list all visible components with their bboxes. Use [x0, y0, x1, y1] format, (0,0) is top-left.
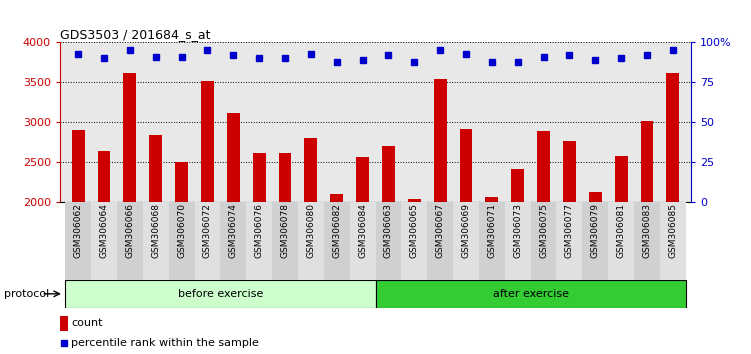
Text: GSM306079: GSM306079 — [591, 203, 600, 258]
Bar — [65, 280, 376, 308]
Text: GSM306066: GSM306066 — [125, 203, 134, 258]
Bar — [272, 202, 298, 280]
Bar — [556, 202, 582, 280]
Text: GSM306072: GSM306072 — [203, 203, 212, 258]
Bar — [427, 202, 453, 280]
Bar — [505, 202, 531, 280]
Text: GSM306084: GSM306084 — [358, 203, 367, 258]
Bar — [582, 202, 608, 280]
Text: GSM306064: GSM306064 — [100, 203, 109, 258]
Bar — [376, 280, 686, 308]
Bar — [356, 157, 369, 354]
Bar — [537, 131, 550, 354]
Text: GSM306062: GSM306062 — [74, 203, 83, 258]
Text: percentile rank within the sample: percentile rank within the sample — [71, 338, 259, 348]
Bar — [175, 162, 188, 354]
Bar — [91, 202, 117, 280]
Bar — [634, 202, 660, 280]
Text: GSM306077: GSM306077 — [565, 203, 574, 258]
Bar — [65, 202, 91, 280]
Bar — [98, 151, 110, 354]
Text: GSM306069: GSM306069 — [461, 203, 470, 258]
Bar — [433, 79, 447, 354]
Bar — [143, 202, 169, 280]
Text: GSM306070: GSM306070 — [177, 203, 186, 258]
Bar — [71, 130, 85, 354]
Bar — [485, 197, 499, 354]
Text: GDS3503 / 201684_s_at: GDS3503 / 201684_s_at — [60, 28, 210, 41]
Bar — [614, 156, 628, 354]
Bar — [382, 146, 395, 354]
Bar — [123, 73, 137, 354]
Bar — [350, 202, 376, 280]
Text: GSM306085: GSM306085 — [668, 203, 677, 258]
Bar — [608, 202, 634, 280]
Text: GSM306063: GSM306063 — [384, 203, 393, 258]
Bar — [60, 316, 68, 331]
Bar — [252, 153, 266, 354]
Bar — [511, 169, 524, 354]
Bar — [531, 202, 556, 280]
Bar — [666, 73, 680, 354]
Bar — [304, 138, 318, 354]
Text: GSM306071: GSM306071 — [487, 203, 496, 258]
Text: GSM306080: GSM306080 — [306, 203, 315, 258]
Text: GSM306065: GSM306065 — [410, 203, 419, 258]
Bar — [227, 113, 240, 354]
Bar — [376, 202, 401, 280]
Text: GSM306083: GSM306083 — [642, 203, 651, 258]
Text: GSM306076: GSM306076 — [255, 203, 264, 258]
Text: GSM306073: GSM306073 — [513, 203, 522, 258]
Bar — [563, 141, 576, 354]
Text: count: count — [71, 318, 103, 329]
Bar — [479, 202, 505, 280]
Text: before exercise: before exercise — [178, 289, 263, 299]
Bar — [298, 202, 324, 280]
Bar — [195, 202, 220, 280]
Text: GSM306081: GSM306081 — [617, 203, 626, 258]
Bar — [401, 202, 427, 280]
Text: GSM306082: GSM306082 — [332, 203, 341, 258]
Bar — [660, 202, 686, 280]
Bar — [220, 202, 246, 280]
Bar — [324, 202, 350, 280]
Text: protocol: protocol — [4, 289, 49, 299]
Text: after exercise: after exercise — [493, 289, 569, 299]
Bar — [279, 153, 291, 354]
Text: GSM306067: GSM306067 — [436, 203, 445, 258]
Bar — [641, 120, 653, 354]
Text: GSM306074: GSM306074 — [229, 203, 238, 258]
Bar — [169, 202, 195, 280]
Text: GSM306068: GSM306068 — [151, 203, 160, 258]
Bar — [149, 135, 162, 354]
Bar — [589, 192, 602, 354]
Text: GSM306075: GSM306075 — [539, 203, 548, 258]
Bar — [117, 202, 143, 280]
Text: GSM306078: GSM306078 — [281, 203, 290, 258]
Bar — [330, 194, 343, 354]
Bar — [201, 81, 214, 354]
Bar — [453, 202, 479, 280]
Bar — [460, 129, 472, 354]
Bar — [408, 199, 421, 354]
Bar — [246, 202, 272, 280]
